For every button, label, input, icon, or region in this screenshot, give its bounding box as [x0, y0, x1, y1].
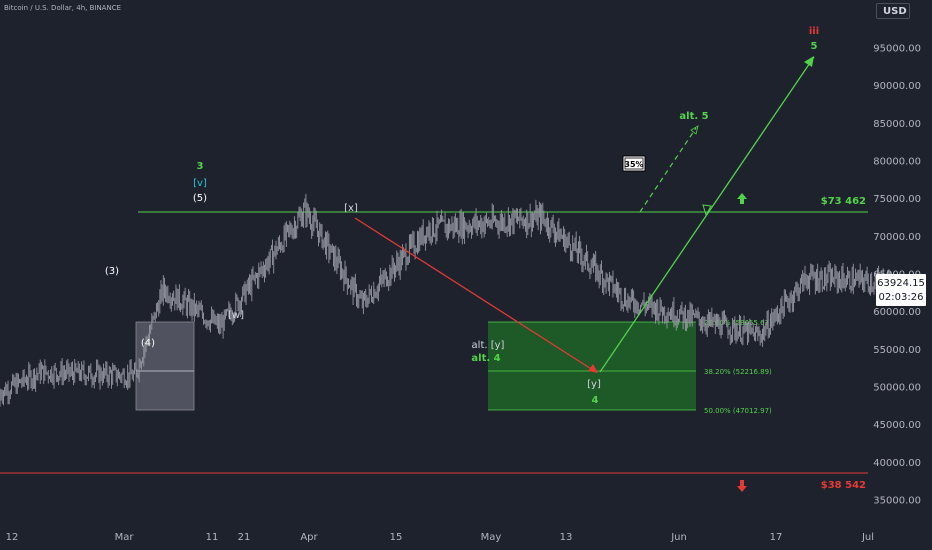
probability-box [622, 155, 646, 172]
time-tick-label: 12 [6, 532, 19, 543]
projection-cross-arrowhead [702, 204, 712, 217]
fib-label-23: 23.60% (58655.63) [704, 319, 772, 327]
wave-label-alt-y: alt. [y] [472, 340, 505, 351]
time-tick-label: May [481, 532, 502, 543]
time-tick-label: 21 [238, 532, 251, 543]
probability-text: 35% [624, 160, 643, 169]
price-tick-label: 50000.00 [873, 383, 921, 394]
projection-alt [639, 125, 699, 213]
price-tick-label: 95000.00 [873, 44, 921, 55]
wave-label-5: (5) [193, 193, 207, 204]
projection-green-line [599, 56, 815, 373]
price-tick-label: 80000.00 [873, 157, 921, 168]
up-arrow-icon [737, 193, 747, 204]
wave-label-alt-5: alt. 5 [679, 111, 708, 122]
wave-4-box-fill [135, 321, 195, 411]
price-tick-label: 60000.00 [873, 307, 921, 318]
time-tick-label: 17 [770, 532, 783, 543]
price-tick-label: 70000.00 [873, 232, 921, 243]
support-level-label: $38 542 [821, 480, 866, 491]
projection-alt-line [639, 127, 697, 213]
price-tick-label: 35000.00 [873, 496, 921, 507]
projection-red-arrowhead [588, 364, 598, 373]
projection-red [354, 217, 598, 373]
time-axis[interactable]: 12 Mar 11 21 Apr 15 May 13 Jun 17 Jul [6, 532, 874, 543]
time-tick-label: Jun [670, 532, 687, 543]
time-tick-label: Mar [115, 532, 135, 543]
projection-alt-arrowhead [690, 125, 699, 135]
fib-label-38: 38.20% (52216.89) [704, 368, 772, 376]
time-tick-label: 11 [206, 532, 219, 543]
price-tick-label: 85000.00 [873, 119, 921, 130]
fib-zone: 23.60% (58655.63) 38.20% (52216.89) 50.0… [488, 319, 772, 415]
wave-label-5-major: 5 [811, 41, 818, 52]
wave-label-4-minor: (4) [141, 338, 155, 349]
wave-labels: 3 [v] (5) (3) (4) [w] [x] alt. [y] alt. … [105, 26, 819, 406]
wave-label-v: [v] [193, 178, 207, 189]
wave-label-w: [w] [228, 310, 244, 321]
wave-label-y: [y] [587, 379, 601, 390]
price-tick-label: 40000.00 [873, 458, 921, 469]
wave-label-x: [x] [344, 203, 358, 214]
price-candles [0, 193, 892, 407]
wave-label-alt-4: alt. 4 [471, 353, 500, 364]
wave-4-box [135, 321, 195, 411]
projection-green [599, 56, 815, 373]
down-arrow-icon [737, 480, 747, 492]
time-tick-label: Jul [861, 532, 874, 543]
wave-label-iii: iii [809, 26, 819, 37]
time-tick-label: Apr [300, 532, 318, 543]
price-tick-label: 45000.00 [873, 420, 921, 431]
chart-title: Bitcoin / U.S. Dollar, 4h, BINANCE [4, 4, 122, 12]
wave-label-4: 4 [592, 395, 599, 406]
last-price-value: 63924.15 [877, 278, 925, 289]
wave-label-3-minor: (3) [105, 266, 119, 277]
currency-button[interactable]: USD [876, 3, 910, 19]
fib-label-50: 50.00% (47012.97) [704, 407, 772, 415]
projection-red-line [354, 217, 597, 373]
resistance-level-label: $73 462 [821, 196, 866, 207]
price-tick-label: 90000.00 [873, 81, 921, 92]
wave-label-3: 3 [197, 161, 204, 172]
time-tick-label: 13 [560, 532, 573, 543]
last-price-badge: 63924.15 02:03:26 [876, 274, 926, 306]
time-tick-label: 15 [390, 532, 403, 543]
price-tick-label: 75000.00 [873, 194, 921, 205]
projection-green-arrowhead [804, 56, 814, 67]
probability-badge: 35% [622, 155, 646, 172]
price-tick-label: 55000.00 [873, 345, 921, 356]
candle-countdown: 02:03:26 [878, 292, 924, 303]
